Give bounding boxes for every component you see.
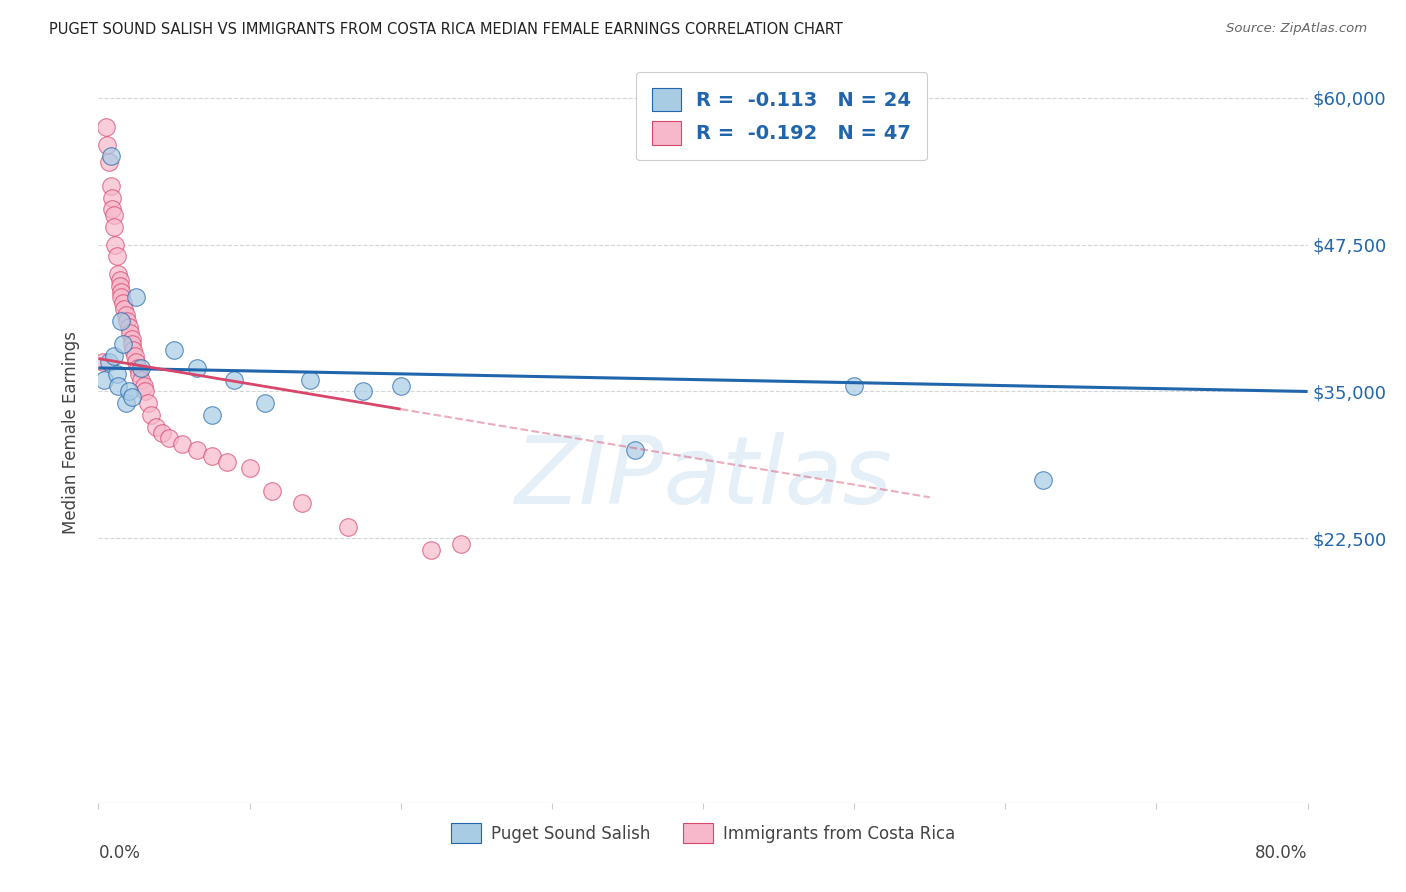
Point xyxy=(104,237,127,252)
Point xyxy=(170,437,193,451)
Point xyxy=(201,449,224,463)
Text: 80.0%: 80.0% xyxy=(1256,844,1308,862)
Point xyxy=(101,191,124,205)
Point xyxy=(121,332,143,346)
Point xyxy=(108,273,131,287)
Text: 0.0%: 0.0% xyxy=(98,844,141,862)
Y-axis label: Median Female Earnings: Median Female Earnings xyxy=(62,331,80,534)
Point xyxy=(110,314,132,328)
Point xyxy=(103,208,125,222)
Point xyxy=(101,202,124,217)
Point xyxy=(186,361,208,376)
Point xyxy=(215,455,238,469)
Point xyxy=(105,249,128,263)
Point xyxy=(94,120,117,134)
Point xyxy=(163,343,186,358)
Point xyxy=(93,373,115,387)
Point xyxy=(201,408,224,422)
Text: PUGET SOUND SALISH VS IMMIGRANTS FROM COSTA RICA MEDIAN FEMALE EARNINGS CORRELAT: PUGET SOUND SALISH VS IMMIGRANTS FROM CO… xyxy=(49,22,844,37)
Point xyxy=(129,373,152,387)
Point xyxy=(186,443,208,458)
Point xyxy=(159,432,181,446)
Point xyxy=(108,278,131,293)
Text: Source: ZipAtlas.com: Source: ZipAtlas.com xyxy=(1226,22,1367,36)
Point xyxy=(111,296,134,310)
Point xyxy=(100,149,122,163)
Point xyxy=(121,337,143,351)
Point xyxy=(118,319,141,334)
Point xyxy=(124,349,146,363)
Point xyxy=(114,308,136,322)
Point xyxy=(125,355,148,369)
Point xyxy=(420,543,443,558)
Point xyxy=(150,425,173,440)
Point xyxy=(103,219,125,234)
Point xyxy=(336,519,359,533)
Point xyxy=(128,367,150,381)
Point xyxy=(118,384,141,399)
Point xyxy=(1032,473,1054,487)
Point xyxy=(121,390,143,404)
Point xyxy=(96,137,118,152)
Point xyxy=(262,484,284,499)
Point xyxy=(91,355,114,369)
Point xyxy=(844,378,866,392)
Point xyxy=(352,384,374,399)
Point xyxy=(105,367,128,381)
Point xyxy=(98,155,121,169)
Point xyxy=(132,378,155,392)
Point xyxy=(107,378,129,392)
Point xyxy=(134,384,156,399)
Point xyxy=(103,349,125,363)
Point xyxy=(145,419,167,434)
Point xyxy=(112,302,135,317)
Point xyxy=(127,361,149,376)
Point xyxy=(110,290,132,304)
Point xyxy=(110,285,132,299)
Point xyxy=(224,373,246,387)
Point xyxy=(450,537,472,551)
Point xyxy=(122,343,145,358)
Point xyxy=(136,396,159,410)
Point xyxy=(253,396,276,410)
Point xyxy=(125,290,148,304)
Point xyxy=(100,178,122,193)
Point xyxy=(129,361,152,376)
Point xyxy=(291,496,314,510)
Text: ZIPatlas: ZIPatlas xyxy=(515,432,891,523)
Point xyxy=(624,443,647,458)
Point xyxy=(389,378,412,392)
Point xyxy=(115,314,138,328)
Point xyxy=(120,326,142,340)
Point xyxy=(299,373,322,387)
Legend: Puget Sound Salish, Immigrants from Costa Rica: Puget Sound Salish, Immigrants from Cost… xyxy=(444,816,962,850)
Point xyxy=(98,355,121,369)
Point xyxy=(107,267,129,281)
Point xyxy=(141,408,163,422)
Point xyxy=(239,461,262,475)
Point xyxy=(111,337,134,351)
Point xyxy=(114,396,136,410)
